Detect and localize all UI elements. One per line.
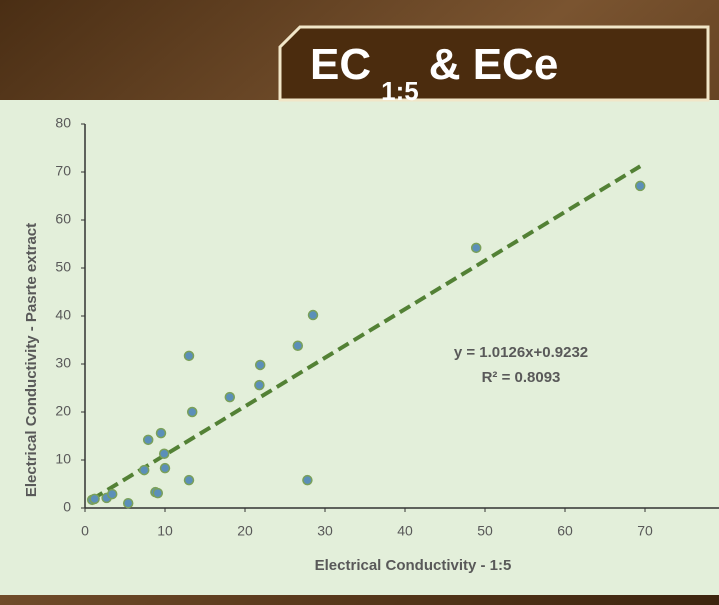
y-axis-label: Electrical Conductivity - Pasrte extract: [23, 223, 40, 497]
point: [140, 466, 149, 475]
trendline-r-squared: R² = 0.8093: [482, 369, 561, 386]
y-tick-label: 70: [55, 163, 71, 179]
x-tick-label: 30: [317, 523, 333, 539]
y-tick-label: 80: [55, 115, 71, 131]
point: [157, 429, 166, 438]
point: [90, 494, 99, 503]
point: [160, 449, 169, 458]
x-tick-label: 0: [81, 523, 89, 539]
x-axis-label: Electrical Conductivity - 1:5: [315, 557, 512, 574]
point: [309, 311, 318, 320]
point: [256, 360, 265, 369]
y-tick-label: 0: [63, 499, 71, 515]
x-tick-label: 10: [157, 523, 173, 539]
point: [185, 351, 194, 360]
x-tick-label: 40: [397, 523, 413, 539]
point: [161, 464, 170, 473]
point: [185, 476, 194, 485]
y-tick-label: 60: [55, 211, 71, 227]
point: [636, 181, 645, 190]
point: [188, 408, 197, 417]
slide: EC1:5& ECe 01020304050607080010203040506…: [0, 0, 719, 605]
chart-background: [0, 100, 719, 595]
x-tick-label: 60: [557, 523, 573, 539]
point: [153, 489, 162, 498]
point: [293, 341, 302, 350]
point: [144, 435, 153, 444]
x-tick-label: 20: [237, 523, 253, 539]
point: [124, 499, 133, 508]
point: [472, 243, 481, 252]
trendline-equation: y = 1.0126x+0.9232: [454, 344, 588, 361]
point: [108, 490, 117, 499]
y-tick-label: 50: [55, 259, 71, 275]
point: [255, 381, 264, 390]
y-tick-label: 40: [55, 307, 71, 323]
point: [303, 476, 312, 485]
point: [225, 393, 234, 402]
y-tick-label: 30: [55, 355, 71, 371]
y-tick-label: 20: [55, 403, 71, 419]
y-tick-label: 10: [55, 451, 71, 467]
x-tick-label: 70: [637, 523, 653, 539]
x-tick-label: 50: [477, 523, 493, 539]
